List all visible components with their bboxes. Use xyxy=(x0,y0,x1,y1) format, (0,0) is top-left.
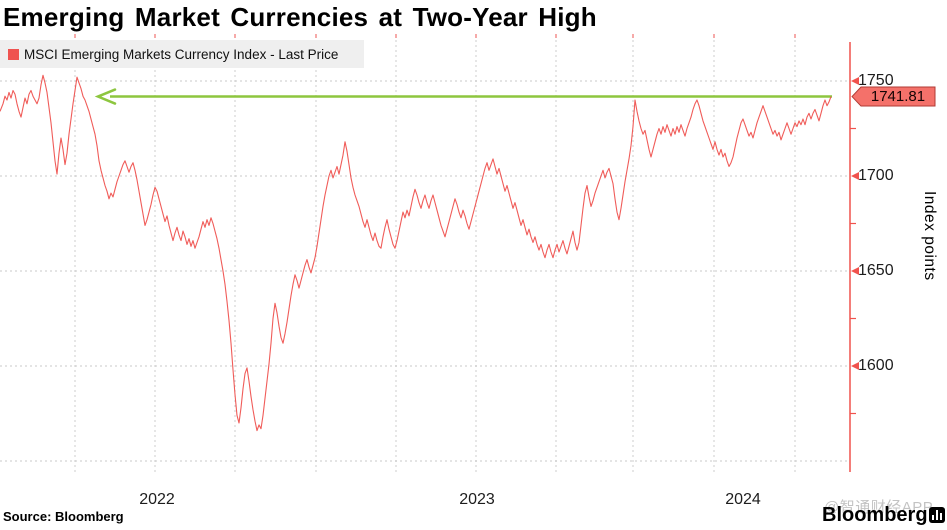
site-watermark: @智通财经APP xyxy=(824,499,934,516)
x-axis-year-label: 2024 xyxy=(725,491,761,508)
x-axis-year-label: 2022 xyxy=(139,491,175,508)
bloomberg-chart-icon xyxy=(929,507,945,523)
last-price-flag: 1741.81 xyxy=(870,87,926,105)
y-axis-tick-label: 1750 xyxy=(858,72,894,89)
high-arrow-head-icon xyxy=(94,88,117,105)
y-major-tick xyxy=(851,362,859,370)
bloomberg-logo: Bloomberg xyxy=(822,504,928,526)
y-axis-tick-label: 1700 xyxy=(858,167,894,184)
legend-swatch-icon xyxy=(8,48,19,60)
y-axis-tick-label: 1650 xyxy=(858,262,894,279)
source-note: Source: Bloomberg xyxy=(3,509,124,524)
legend-bar: MSCI Emerging Markets Currency Index - L… xyxy=(0,40,364,68)
chart-title: Emerging Market Currencies at Two-Year H… xyxy=(3,2,597,32)
y-major-tick xyxy=(851,267,859,275)
y-major-tick xyxy=(851,77,859,85)
y-axis-title: Index points xyxy=(921,191,938,281)
last-price-flag-shape xyxy=(851,86,936,107)
y-axis-tick-label: 1600 xyxy=(858,357,894,374)
x-axis-year-label: 2023 xyxy=(459,491,495,508)
y-major-tick xyxy=(851,172,859,180)
price-line-series xyxy=(0,74,832,432)
legend-label: MSCI Emerging Markets Currency Index - L… xyxy=(24,46,339,62)
